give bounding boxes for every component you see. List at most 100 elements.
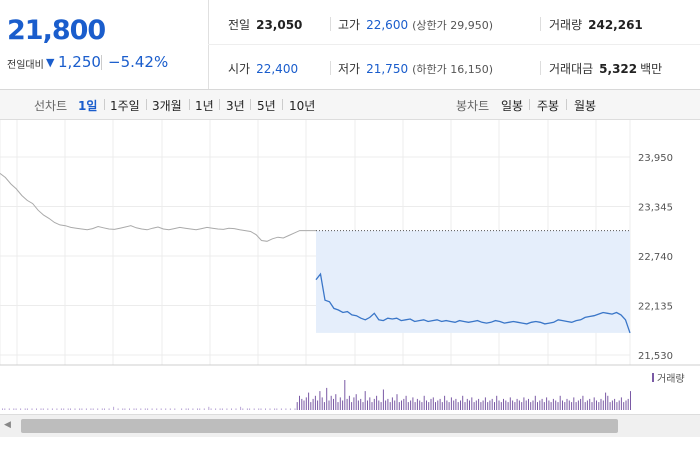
volume-bar [74, 408, 76, 410]
volume-bar [482, 400, 484, 410]
tab-5year[interactable]: 5년 [257, 99, 276, 113]
volume-bar [543, 402, 545, 410]
tab-1year[interactable]: 1년 [195, 99, 214, 113]
volume-bar [573, 397, 575, 410]
volume-bar [480, 402, 482, 410]
volume-bar [491, 398, 493, 410]
volume-bar [457, 402, 459, 410]
change-percent: −5.42% [108, 53, 169, 71]
stat-lower-limit: (하한가 16,150) [412, 63, 494, 76]
quote-summary: 21,800 전일대비 ▼ 1,250 −5.42% 전일 23,050 고가 22… [0, 0, 700, 90]
stat-value: 22,400 [256, 62, 299, 76]
volume-bar [181, 408, 183, 410]
volume-bar [596, 400, 597, 410]
stat-prev-close: 전일 23,050 [228, 16, 302, 33]
price-chart[interactable]: 23,950 23,345 22,740 22,135 21,530 거래량 [0, 120, 700, 414]
tab-daily-candle[interactable]: 일봉 [501, 99, 524, 113]
stat-label: 시가 [228, 62, 251, 76]
volume-bar [81, 408, 83, 410]
volume-bar [475, 400, 477, 410]
stat-label: 거래량 [549, 18, 583, 32]
volume-bar [484, 397, 486, 410]
volume-bar [174, 408, 176, 410]
scroll-thumb[interactable] [21, 419, 618, 433]
stat-value: 22,600 [366, 18, 409, 32]
volume-legend-swatch [652, 373, 654, 382]
volume-bar [317, 400, 319, 410]
volume-bar [625, 400, 627, 410]
volume-bar [378, 400, 380, 410]
volume-bar [469, 400, 470, 410]
volume-bar [589, 398, 591, 410]
tab-10year[interactable]: 10년 [289, 99, 316, 113]
volume-bar [575, 402, 577, 410]
volume-bar [566, 398, 568, 410]
tab-weekly-candle[interactable]: 주봉 [537, 99, 560, 113]
volume-bar [246, 408, 248, 410]
volume-bar [552, 398, 554, 410]
volume-bar [165, 408, 167, 410]
volume-bar [534, 395, 536, 410]
volume-bar [303, 400, 305, 410]
volume-bar [319, 391, 321, 410]
volume-bar [249, 408, 251, 410]
volume-bar [614, 398, 616, 410]
tab-3month[interactable]: 3개월 [152, 99, 182, 113]
volume-bar [101, 408, 103, 410]
volume-bar [500, 402, 502, 410]
volume-bar [355, 394, 357, 410]
tab-3year[interactable]: 3년 [226, 99, 245, 113]
change-value: 1,250 [58, 53, 101, 71]
tab-1week[interactable]: 1주일 [110, 99, 140, 113]
volume-bar [426, 400, 427, 410]
volume-bar [391, 397, 393, 410]
volume-bar [487, 402, 489, 410]
volume-bar [518, 400, 520, 410]
volume-bar [56, 408, 58, 410]
volume-bar [226, 408, 228, 410]
y-tick-label: 22,740 [638, 252, 673, 263]
stat-upper-limit: (상한가 29,950) [412, 19, 494, 32]
volume-bar [258, 408, 260, 410]
volume-bar [328, 400, 330, 410]
volume-bar [627, 398, 629, 410]
volume-bar [90, 408, 92, 410]
chart-scrollbar[interactable]: ◀ [0, 414, 700, 437]
volume-bar [4, 408, 6, 410]
volume-bar [562, 400, 563, 410]
volume-bar [528, 398, 529, 410]
price-box: 21,800 전일대비 ▼ 1,250 −5.42% [0, 0, 209, 89]
volume-bar [385, 400, 387, 410]
volume-bar [117, 408, 119, 410]
volume-bar [276, 408, 278, 410]
volume-bar [423, 395, 425, 410]
volume-bar [455, 398, 457, 410]
stat-label: 전일 [228, 18, 251, 32]
volume-bar [26, 408, 28, 410]
volume-bar [539, 400, 541, 410]
volume-bar [432, 397, 434, 410]
change-label: 전일대비 [7, 60, 44, 71]
down-arrow-icon: ▼ [46, 56, 55, 69]
volume-bar [13, 408, 15, 410]
volume-bar [516, 398, 518, 410]
volume-bar [564, 402, 566, 410]
volume-bar [285, 408, 287, 410]
volume-bar [274, 408, 276, 410]
tab-monthly-candle[interactable]: 월봉 [574, 99, 597, 113]
volume-bar [92, 408, 94, 410]
scroll-left-icon[interactable]: ◀ [4, 420, 11, 430]
series-line-today [315, 272, 631, 334]
volume-bar [199, 408, 201, 410]
volume-bar [24, 408, 26, 410]
volume-bar [160, 408, 162, 410]
volume-bar [523, 397, 525, 410]
volume-bar [394, 400, 396, 410]
volume-bar [192, 408, 194, 410]
volume-bar [187, 408, 189, 410]
volume-bar [364, 391, 366, 410]
volume-bar [548, 400, 550, 410]
y-tick-label: 22,135 [638, 302, 673, 313]
tab-1day[interactable]: 1일 [78, 99, 98, 113]
volume-bar [448, 402, 450, 410]
